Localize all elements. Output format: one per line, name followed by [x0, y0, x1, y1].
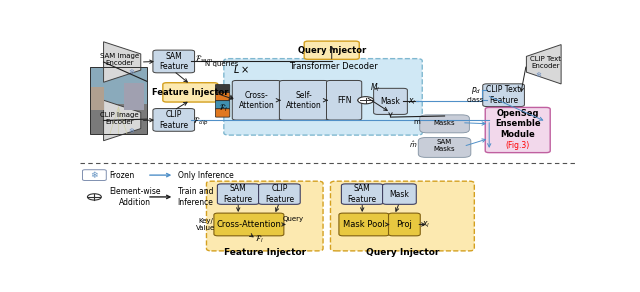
- Text: Frozen: Frozen: [109, 171, 134, 180]
- Text: ❄: ❄: [536, 72, 541, 78]
- Text: Transformer Decoder: Transformer Decoder: [289, 62, 378, 71]
- Bar: [90, 87, 104, 110]
- FancyBboxPatch shape: [280, 81, 328, 120]
- Text: SAM Image
Encoder: SAM Image Encoder: [100, 53, 140, 66]
- FancyBboxPatch shape: [224, 59, 422, 135]
- Text: Mask: Mask: [390, 190, 410, 199]
- Text: Feature Injector: Feature Injector: [152, 88, 228, 97]
- Text: FFN: FFN: [337, 96, 351, 105]
- Text: Cross-Attention: Cross-Attention: [216, 220, 282, 229]
- Text: $L\times$: $L\times$: [233, 63, 250, 75]
- FancyBboxPatch shape: [216, 109, 230, 117]
- FancyBboxPatch shape: [374, 88, 407, 114]
- Text: (Fig.3): (Fig.3): [506, 141, 530, 150]
- Bar: [124, 84, 144, 110]
- Text: Only Inference: Only Inference: [178, 171, 234, 180]
- Text: Train and
Inference: Train and Inference: [178, 187, 214, 207]
- FancyBboxPatch shape: [83, 170, 106, 180]
- FancyBboxPatch shape: [153, 50, 195, 73]
- Text: $\mathcal{F}_l$: $\mathcal{F}_l$: [255, 234, 263, 245]
- FancyBboxPatch shape: [259, 184, 300, 204]
- Text: SAM
Masks: SAM Masks: [434, 139, 456, 152]
- Bar: [90, 67, 147, 104]
- Text: Query Injector: Query Injector: [298, 46, 366, 55]
- FancyBboxPatch shape: [232, 81, 281, 120]
- Text: Self-
Attention: Self- Attention: [286, 91, 321, 110]
- Text: $\mathcal{F}_{clip}$: $\mathcal{F}_{clip}$: [193, 116, 209, 128]
- Text: Key/
Value: Key/ Value: [196, 218, 216, 231]
- Text: CLIP
Feature: CLIP Feature: [265, 185, 294, 204]
- FancyBboxPatch shape: [383, 184, 416, 204]
- Text: ❄: ❄: [91, 171, 98, 180]
- Circle shape: [358, 97, 374, 104]
- Text: CLIP Text
Feature: CLIP Text Feature: [486, 86, 521, 105]
- FancyBboxPatch shape: [218, 184, 259, 204]
- FancyBboxPatch shape: [483, 84, 524, 107]
- FancyBboxPatch shape: [207, 181, 323, 251]
- FancyBboxPatch shape: [214, 213, 284, 236]
- Text: Feature Injector: Feature Injector: [224, 248, 306, 257]
- FancyBboxPatch shape: [330, 181, 474, 251]
- FancyBboxPatch shape: [326, 81, 362, 120]
- Polygon shape: [104, 42, 141, 82]
- FancyBboxPatch shape: [485, 107, 550, 153]
- Text: $x_l$: $x_l$: [408, 96, 417, 107]
- FancyBboxPatch shape: [419, 138, 471, 157]
- Text: OpenSeg
Ensemble
Module: OpenSeg Ensemble Module: [495, 109, 541, 139]
- Text: Element-wise
Addition: Element-wise Addition: [109, 187, 160, 207]
- Text: $\mathcal{F}_l$: $\mathcal{F}_l$: [219, 102, 227, 114]
- Text: $p_d$: $p_d$: [470, 85, 481, 96]
- Text: CLIP Image
Encoder: CLIP Image Encoder: [100, 112, 139, 125]
- FancyBboxPatch shape: [341, 184, 383, 204]
- Circle shape: [88, 194, 101, 200]
- Text: CLIP Text
Encoder: CLIP Text Encoder: [531, 55, 561, 69]
- Text: ❄: ❄: [128, 128, 134, 134]
- FancyBboxPatch shape: [216, 84, 230, 93]
- Text: ❄: ❄: [128, 69, 134, 75]
- Polygon shape: [527, 45, 561, 84]
- Text: Mask Pool: Mask Pool: [343, 220, 385, 229]
- FancyBboxPatch shape: [339, 213, 389, 236]
- Text: $M_l$: $M_l$: [370, 82, 380, 94]
- Text: Proj: Proj: [396, 220, 412, 229]
- Text: $\mathcal{F}_{sam}$: $\mathcal{F}_{sam}$: [195, 53, 212, 65]
- FancyBboxPatch shape: [388, 213, 420, 236]
- Text: Masks: Masks: [434, 120, 456, 126]
- Text: Cross-
Attention: Cross- Attention: [239, 91, 275, 110]
- FancyBboxPatch shape: [304, 41, 359, 59]
- FancyBboxPatch shape: [216, 101, 230, 109]
- Text: SAM
Feature: SAM Feature: [223, 185, 253, 204]
- Text: m: m: [413, 119, 420, 125]
- Text: Query: Query: [282, 216, 303, 222]
- Text: SAM
Feature: SAM Feature: [348, 185, 377, 204]
- Text: CLIP
Feature: CLIP Feature: [159, 110, 188, 130]
- Text: SAM
Feature: SAM Feature: [159, 52, 188, 71]
- FancyBboxPatch shape: [153, 109, 195, 131]
- Text: $\hat{m}$: $\hat{m}$: [409, 140, 417, 150]
- Text: class: class: [467, 97, 484, 103]
- Bar: [90, 104, 147, 134]
- Text: $x_l$: $x_l$: [422, 219, 430, 230]
- Text: N queries: N queries: [205, 61, 238, 67]
- Polygon shape: [104, 100, 141, 141]
- Text: Query Injector: Query Injector: [365, 248, 439, 257]
- FancyBboxPatch shape: [163, 83, 218, 102]
- FancyBboxPatch shape: [420, 115, 469, 133]
- Bar: [90, 67, 147, 134]
- FancyBboxPatch shape: [216, 93, 230, 101]
- Text: Mask: Mask: [381, 97, 401, 106]
